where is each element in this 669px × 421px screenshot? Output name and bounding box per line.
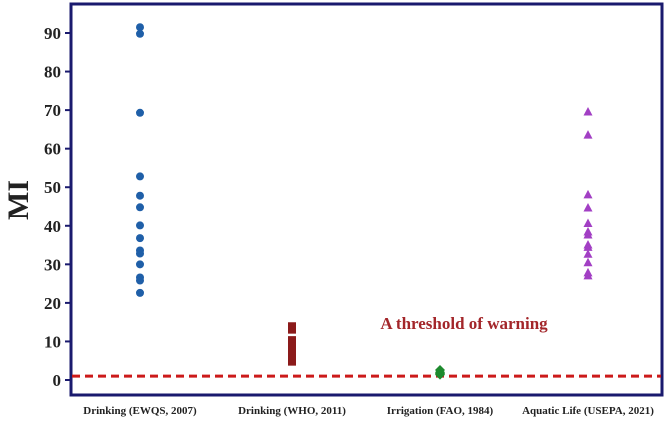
data-point xyxy=(583,242,593,251)
data-point xyxy=(136,23,144,32)
x-tick-label: Aquatic Life (USEPA, 2021) xyxy=(522,405,654,417)
data-point xyxy=(583,270,593,280)
x-tick-label: Drinking (EWQS, 2007) xyxy=(83,405,197,417)
data-point xyxy=(583,130,593,139)
data-point xyxy=(136,234,144,243)
data-point xyxy=(435,369,445,380)
data-point xyxy=(136,249,144,258)
y-axis-label: MI xyxy=(2,180,35,220)
data-point xyxy=(583,218,593,227)
data-point xyxy=(136,288,144,297)
data-point xyxy=(288,339,296,346)
y-tick-label: 20 xyxy=(44,294,61,313)
data-point xyxy=(136,260,144,269)
y-tick-label: 70 xyxy=(44,101,61,120)
x-tick-label: Drinking (WHO, 2011) xyxy=(238,405,346,417)
data-point xyxy=(288,336,296,343)
data-point xyxy=(136,108,144,117)
x-tick-label: Irrigation (FAO, 1984) xyxy=(387,405,494,417)
y-axis-ticks: 0 10 20 30 40 50 60 70 80 90 xyxy=(44,24,71,390)
data-point xyxy=(136,191,144,200)
y-tick-label: 0 xyxy=(53,371,62,390)
data-point xyxy=(136,29,144,38)
data-point xyxy=(136,276,144,285)
data-point xyxy=(583,107,593,116)
data-point xyxy=(288,359,296,366)
data-point xyxy=(288,322,296,329)
y-tick-label: 30 xyxy=(44,255,61,274)
y-tick-label: 60 xyxy=(44,140,61,159)
data-point xyxy=(288,342,296,349)
data-point xyxy=(288,327,296,334)
data-point xyxy=(583,189,593,199)
y-tick-label: 80 xyxy=(44,63,61,82)
y-tick-label: 40 xyxy=(44,217,61,236)
data-point xyxy=(288,348,296,355)
data-point xyxy=(583,257,593,267)
data-point xyxy=(583,203,593,212)
y-tick-label: 50 xyxy=(44,178,61,197)
threshold-label: A threshold of warning xyxy=(380,314,548,333)
y-tick-label: 90 xyxy=(44,24,61,43)
data-point xyxy=(136,203,144,212)
y-tick-label: 10 xyxy=(44,332,61,351)
plot-frame xyxy=(69,2,664,397)
data-point xyxy=(136,172,144,181)
data-point xyxy=(136,221,144,230)
data-points xyxy=(136,23,593,380)
x-axis-ticks: Drinking (EWQS, 2007) Drinking (WHO, 2011… xyxy=(83,405,654,417)
data-point xyxy=(583,230,593,239)
data-point xyxy=(583,249,593,258)
